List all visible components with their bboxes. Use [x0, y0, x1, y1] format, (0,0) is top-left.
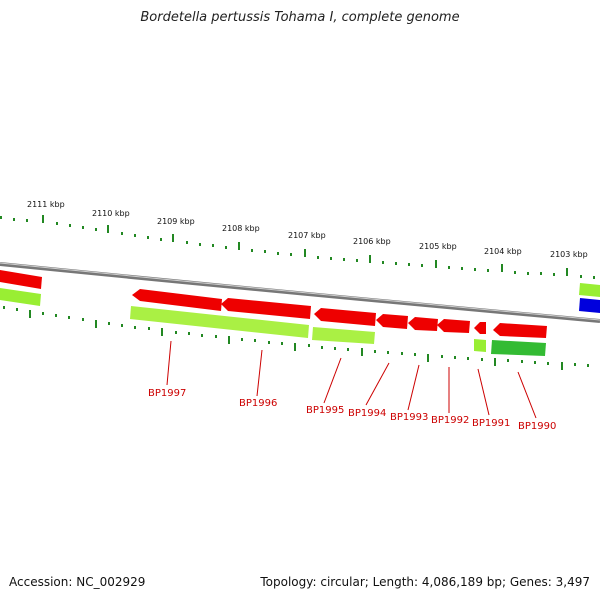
cds-arrow [493, 323, 547, 338]
scale-label: 2105 kbp [419, 242, 457, 251]
cds-arrow [221, 298, 311, 319]
cds-arrow [0, 270, 42, 289]
scale-label: 2111 kbp [27, 200, 65, 209]
scale-label: 2109 kbp [157, 217, 195, 226]
callout-line [517, 371, 537, 419]
map-title: Bordetella pertussis Tohama I, complete … [140, 10, 460, 25]
scale-label: 2106 kbp [353, 237, 391, 246]
scale-label: 2104 kbp [484, 247, 522, 256]
cds-track [0, 270, 600, 338]
minor-ticks [0, 216, 595, 279]
gene-labels: BP1997 BP1996 BP1995 BP1994 BP1993 BP199… [148, 388, 556, 432]
cds-arrow [437, 319, 470, 333]
callout-line [256, 349, 263, 397]
major-tick [369, 255, 371, 263]
major-tick [304, 249, 306, 257]
callout-line [365, 362, 390, 406]
gene-block [0, 288, 41, 306]
major-tick [566, 268, 568, 276]
callout-line [323, 357, 342, 404]
outer-scale-ticks [0, 215, 595, 279]
gene-label: BP1990 [518, 421, 556, 432]
gene-block [312, 327, 375, 344]
gene-label: BP1997 [148, 388, 186, 399]
major-tick [435, 260, 437, 268]
genome-backbone [0, 262, 600, 323]
callout-line [477, 368, 490, 416]
gene-label: BP1994 [348, 408, 386, 419]
scale-label: 2107 kbp [288, 231, 326, 240]
gene-label: BP1993 [390, 412, 428, 423]
cds-arrow [408, 317, 438, 331]
accession-text: Accession: NC_002929 [9, 575, 146, 589]
cds-arrow [314, 308, 376, 326]
callout-line [166, 340, 172, 386]
gene-block [130, 306, 309, 338]
gene-track [0, 283, 600, 356]
cds-arrow [474, 322, 486, 334]
scale-label: 2110 kbp [92, 209, 130, 218]
gene-block [474, 339, 486, 352]
gene-callouts [166, 340, 537, 419]
genome-backbone-highlight [0, 262, 600, 321]
scale-labels: 2111 kbp 2110 kbp 2109 kbp 2108 kbp 2107… [27, 200, 588, 259]
inner-scale-ticks [3, 306, 589, 370]
major-tick [501, 264, 503, 272]
gene-label: BP1992 [431, 415, 469, 426]
scale-label: 2108 kbp [222, 224, 260, 233]
cds-arrow [132, 289, 222, 311]
scale-label: 2103 kbp [550, 250, 588, 259]
cds-arrow [376, 314, 408, 329]
callout-line [407, 364, 420, 411]
major-tick [42, 215, 44, 223]
gene-label: BP1996 [239, 398, 277, 409]
cds-forward [579, 298, 600, 313]
major-tick [107, 225, 109, 233]
major-tick [238, 242, 240, 250]
gene-block-dark [491, 340, 546, 356]
genome-summary-text: Topology: circular; Length: 4,086,189 bp… [260, 575, 590, 589]
gene-label: BP1991 [472, 418, 510, 429]
gene-label: BP1995 [306, 405, 344, 416]
gene-block [579, 283, 600, 297]
major-tick [172, 234, 174, 242]
